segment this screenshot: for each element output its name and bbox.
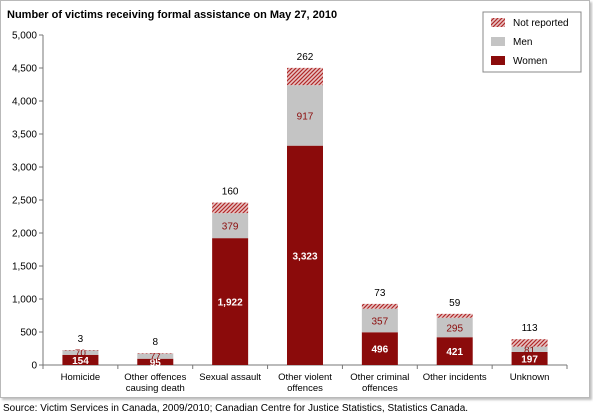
x-tick-label: offences [287,383,323,394]
data-label-not-reported: 8 [153,337,159,348]
x-tick-label: Other violent [278,372,332,383]
bar-not-reported [511,339,548,347]
data-label-not-reported: 113 [522,323,538,334]
data-label-women: 95 [150,358,162,369]
data-label-not-reported: 73 [374,288,386,299]
data-label-men: 77 [150,352,162,363]
bar-men [212,213,249,239]
data-label-not-reported: 262 [297,52,314,63]
legend-label: Not reported [513,18,569,29]
data-label-men: 295 [446,323,463,334]
x-tick-label: Unknown [510,372,550,383]
bar-not-reported [361,303,398,309]
data-label-not-reported: 59 [449,298,461,309]
bar-not-reported [137,353,174,354]
legend-label: Women [513,56,547,67]
bar-not-reported [62,350,99,351]
data-label-not-reported: 3 [78,334,84,345]
y-tick-label: 2,500 [12,196,37,207]
bar-group: 1,922 379 160 [212,187,249,365]
y-tick-label: 1,500 [12,262,37,273]
bar-not-reported [212,202,249,214]
x-tick-label: Other criminal [350,372,409,383]
data-label-men: 70 [75,349,87,360]
data-label-women: 3,323 [292,251,317,262]
bar-women [137,358,174,365]
bar-group: 421 295 59 [436,298,473,365]
y-tick-label: 500 [20,328,37,339]
y-tick-label: 5,000 [12,31,37,42]
x-tick-label: Sexual assault [199,372,261,383]
x-tick-label: offences [362,383,398,394]
bar-women [361,332,398,365]
x-tick-label: Homicide [61,372,101,383]
bar-men [511,346,548,352]
data-label-women: 421 [446,347,463,358]
data-label-not-reported: 160 [222,187,239,198]
y-tick-label: 4,500 [12,64,37,75]
legend-swatch [491,56,505,65]
x-tick-label: causing death [126,383,185,394]
chart-title: Number of victims receiving formal assis… [7,9,338,21]
data-label-women: 197 [521,354,538,365]
bar-women [511,351,548,365]
bar-group: 496 357 73 [361,288,398,365]
data-label-women: 154 [72,356,89,367]
data-label-women: 496 [372,345,389,356]
chart-svg: 0 500 1,000 1,500 2,000 2,500 3,000 3,500 4,000 4… [12,11,582,394]
x-tick-label: Other offences [124,372,186,383]
bar-men [287,85,323,146]
bar-men [62,350,99,355]
legend-swatch [491,18,505,27]
y-tick-label: 2,000 [12,229,37,240]
bar-women [287,145,323,365]
data-label-women: 1,922 [218,298,243,309]
y-tick-label: 4,000 [12,97,37,108]
data-label-men: 917 [297,111,314,122]
y-tick-label: 3,000 [12,163,37,174]
bar-men [361,308,398,333]
x-tick-label: Other incidents [423,372,487,383]
bar-women [62,354,99,365]
y-tick-label: 1,000 [12,295,37,306]
bar-not-reported [287,67,323,86]
bar-group: 3,323 917 262 [287,52,323,365]
source-note: Source: Victim Services in Canada, 2009/… [3,403,469,414]
bar-men [137,353,174,359]
data-label-men: 379 [222,222,239,233]
bar-women [436,337,473,365]
bar-women [212,238,249,365]
bar-not-reported [436,313,473,318]
y-tick-label: 3,500 [12,130,37,141]
bar-men [436,317,473,338]
legend-label: Men [513,37,532,48]
data-label-men: 357 [372,316,389,327]
data-label-men: 81 [524,345,536,356]
legend-swatch [491,37,505,46]
y-tick-label: 0 [31,361,37,372]
